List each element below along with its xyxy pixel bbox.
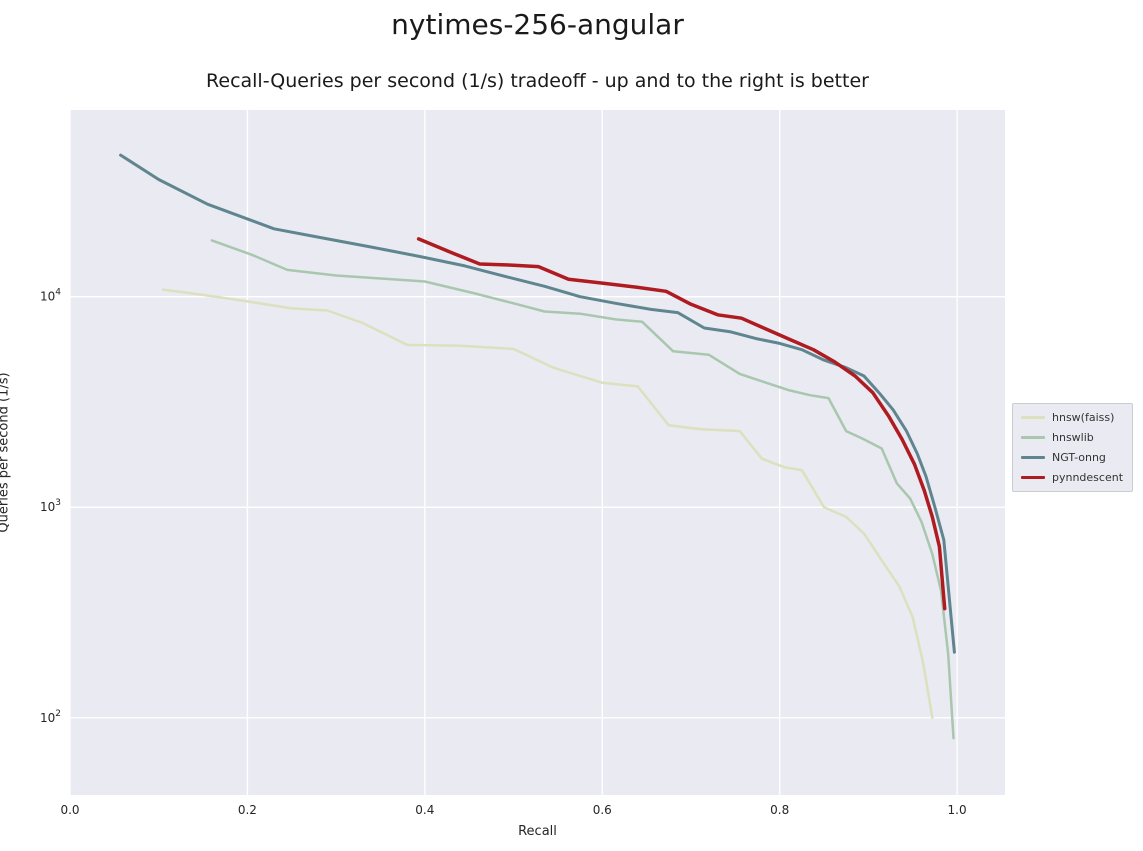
plot-area xyxy=(70,110,1005,795)
legend-line-swatch xyxy=(1021,436,1045,439)
legend-item: pynndescent xyxy=(1021,471,1124,484)
x-tick-label: 0.6 xyxy=(593,803,612,817)
series-line-hnsw(faiss) xyxy=(161,288,934,720)
x-tick-label: 0.8 xyxy=(770,803,789,817)
series-line-hnswlib xyxy=(210,239,955,740)
legend-label: hnswlib xyxy=(1052,431,1094,444)
y-tick-label: 103 xyxy=(40,498,61,514)
legend-line-swatch xyxy=(1021,456,1045,459)
x-tick-label: 0.0 xyxy=(60,803,79,817)
series-line-pynndescent xyxy=(416,237,947,611)
legend-label: NGT-onng xyxy=(1052,451,1106,464)
legend-label: pynndescent xyxy=(1052,471,1124,484)
y-tick-label: 104 xyxy=(40,288,61,304)
x-tick-label: 1.0 xyxy=(948,803,967,817)
legend-item: hnswlib xyxy=(1021,431,1124,444)
x-tick-label: 0.4 xyxy=(415,803,434,817)
legend-item: NGT-onng xyxy=(1021,451,1124,464)
chart-subtitle: Recall-Queries per second (1/s) tradeoff… xyxy=(206,70,869,92)
legend-label: hnsw(faiss) xyxy=(1052,411,1115,424)
legend-item: hnsw(faiss) xyxy=(1021,411,1124,424)
y-tick-label: 102 xyxy=(40,709,61,725)
chart-title: nytimes-256-angular xyxy=(391,8,684,41)
x-tick-label: 0.2 xyxy=(238,803,257,817)
legend-line-swatch xyxy=(1021,475,1045,480)
series-line-NGT-onng xyxy=(119,153,956,654)
legend-line-swatch xyxy=(1021,416,1045,419)
legend: hnsw(faiss) hnswlib NGT-onng pynndescent xyxy=(1012,403,1133,492)
x-axis-label: Recall xyxy=(518,824,557,839)
